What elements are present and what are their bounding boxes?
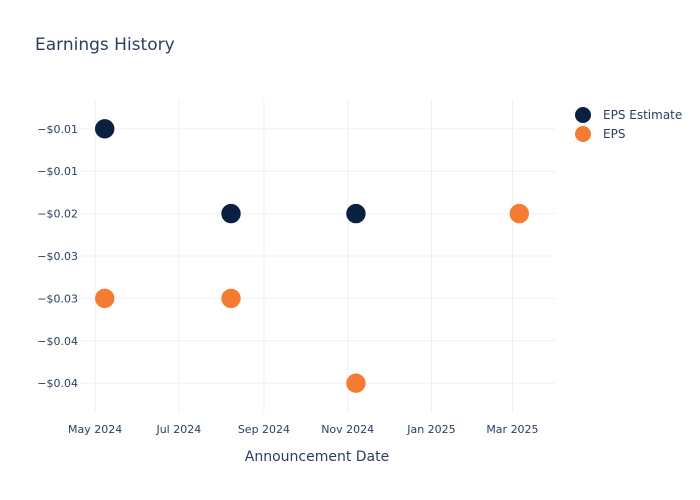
- x-tick-label: Nov 2024: [321, 423, 374, 436]
- legend-marker: [575, 107, 591, 123]
- point-eps[interactable]: [345, 372, 367, 394]
- point-eps-estimate[interactable]: [345, 203, 367, 224]
- y-tick-label: −$0.02: [37, 208, 78, 221]
- x-tick-label: May 2024: [68, 423, 122, 436]
- y-tick-label: −$0.03: [37, 292, 78, 305]
- x-tick-label: Sep 2024: [238, 423, 290, 436]
- x-tick-label: Mar 2025: [486, 423, 538, 436]
- legend-item-eps-estimate[interactable]: EPS Estimate: [575, 107, 682, 123]
- y-tick-label: −$0.01: [37, 165, 78, 178]
- x-axis-title: Announcement Date: [245, 449, 389, 465]
- legend-label: EPS: [603, 127, 625, 141]
- legend-item-eps[interactable]: EPS: [575, 126, 625, 142]
- y-tick-label: −$0.04: [37, 377, 78, 390]
- chart-title: Earnings History: [35, 35, 175, 55]
- point-eps[interactable]: [94, 288, 116, 309]
- point-eps-estimate[interactable]: [220, 203, 242, 224]
- x-axis: May 2024 Jul 2024 Sep 2024 Nov 2024 Jan 2025…: [68, 423, 539, 436]
- y-tick-label: −$0.04: [37, 335, 78, 348]
- x-tick-label: Jan 2025: [406, 423, 455, 436]
- grid: [80, 100, 555, 412]
- point-eps-estimate[interactable]: [94, 118, 116, 140]
- x-tick-label: Jul 2024: [155, 423, 201, 436]
- legend-marker: [575, 126, 591, 142]
- data-points: [94, 118, 530, 394]
- point-eps[interactable]: [220, 288, 242, 309]
- point-eps[interactable]: [509, 203, 530, 224]
- y-axis: −$0.01 −$0.01 −$0.02 −$0.03 −$0.03 −$0.04 −$0.…: [37, 123, 78, 390]
- y-tick-label: −$0.01: [37, 123, 78, 136]
- legend[interactable]: EPS Estimate EPS: [575, 107, 682, 142]
- legend-label: EPS Estimate: [603, 108, 682, 122]
- y-tick-label: −$0.03: [37, 250, 78, 263]
